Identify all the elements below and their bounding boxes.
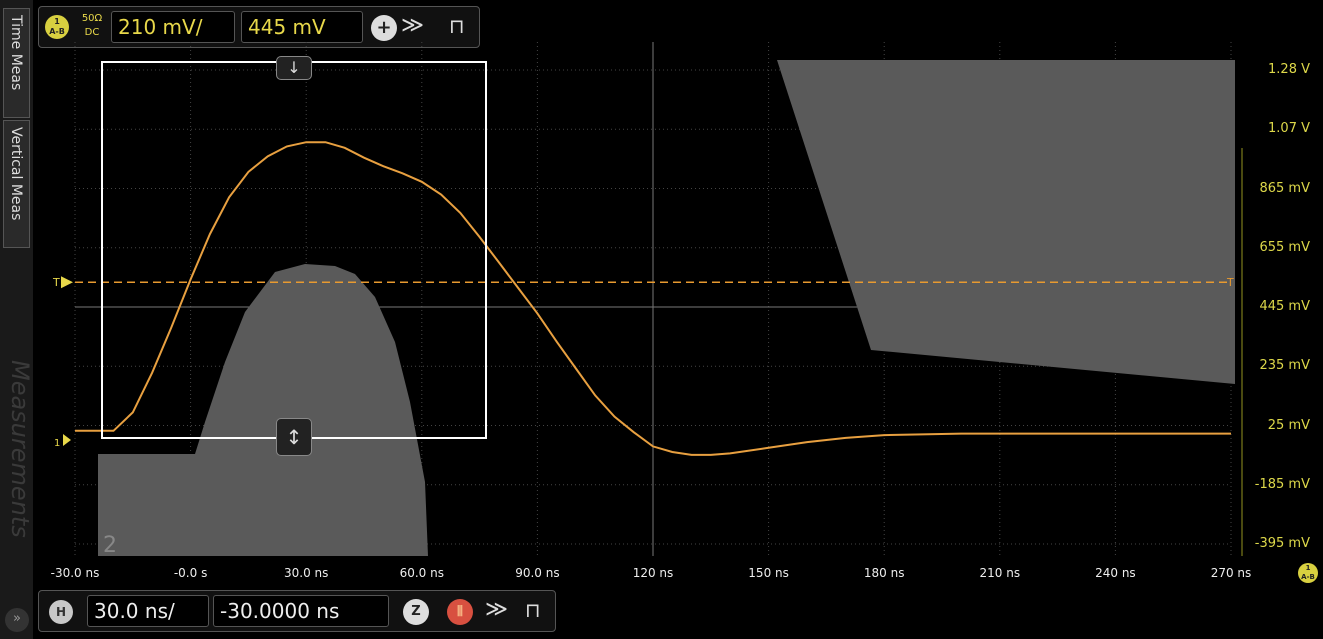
- zoom-box-top-handle-icon[interactable]: ↓: [276, 56, 312, 80]
- tab-vertical-meas-label: Vertical Meas: [8, 127, 24, 221]
- x-axis-label: 90.0 ns: [515, 566, 560, 580]
- horizontal-toolbar: H 30.0 ns/ -30.0000 ns Z ⦀ ≫ ⊓: [38, 590, 556, 632]
- y-axis-label: 235 mV: [1259, 358, 1310, 374]
- vertical-offset-field[interactable]: 445 mV: [241, 11, 363, 43]
- tab-vertical-meas[interactable]: Vertical Meas: [3, 120, 30, 248]
- region-label: 2: [103, 533, 117, 556]
- pin-icon[interactable]: ⊓: [525, 598, 541, 622]
- coupling-label: DC: [84, 27, 100, 38]
- more-icon[interactable]: ≫: [485, 597, 509, 622]
- ground-arrow-icon: [63, 434, 71, 446]
- channel-number: 1: [54, 17, 60, 26]
- tab-time-meas-label: Time Meas: [8, 15, 24, 91]
- vertical-scale-field[interactable]: 210 mV/: [111, 11, 235, 43]
- y-axis-label: -395 mV: [1254, 536, 1310, 551]
- trigger-arrow-icon: [61, 276, 73, 289]
- trigger-marker-left[interactable]: T: [52, 276, 60, 289]
- run-stop-icon[interactable]: ⦀: [447, 599, 473, 625]
- vertical-toolbar: 1 A-B 50Ω DC 210 mV/ 445 mV + ≫ ⊓: [38, 6, 480, 48]
- impedance-label: 50Ω: [81, 13, 103, 24]
- ground-marker[interactable]: 1: [54, 438, 60, 449]
- coupling-indicator[interactable]: 50Ω DC: [75, 12, 109, 40]
- x-axis-label: 60.0 ns: [399, 566, 444, 580]
- horizontal-scale-field[interactable]: 30.0 ns/: [87, 595, 209, 627]
- x-axis-label: 270 ns: [1210, 566, 1252, 580]
- x-axis-label: -30.0 ns: [50, 566, 100, 580]
- trigger-marker-right: T: [1226, 276, 1234, 289]
- x-axis-badge-source: A-B: [1301, 573, 1315, 581]
- channel-badge[interactable]: 1 A-B: [45, 15, 69, 39]
- x-axis-label: 120 ns: [632, 566, 674, 580]
- y-axis-label: 1.07 V: [1268, 121, 1310, 137]
- measurements-watermark: Measurements: [6, 360, 34, 538]
- waveform-plot[interactable]: 2 T T 1: [45, 42, 1243, 556]
- y-axis-label: 655 mV: [1259, 239, 1310, 255]
- add-icon[interactable]: +: [371, 15, 397, 41]
- mask-region-bottom: [98, 264, 428, 556]
- tab-time-meas[interactable]: Time Meas: [3, 8, 30, 118]
- y-axis-label: -185 mV: [1254, 476, 1310, 492]
- left-sidebar: Time Meas Vertical Meas Measurements »: [0, 0, 34, 639]
- x-axis-label: 210 ns: [979, 566, 1021, 580]
- y-axis-label: 25 mV: [1267, 417, 1310, 433]
- x-axis-label: 180 ns: [863, 566, 905, 580]
- waveform-trace: [75, 141, 1231, 456]
- x-axis-label: 240 ns: [1095, 566, 1136, 580]
- zoom-box-resize-handle-icon[interactable]: ↕: [276, 418, 312, 456]
- x-axis-label: 30.0 ns: [283, 566, 329, 580]
- x-axis-channel-badge[interactable]: 1 A-B: [1298, 563, 1318, 583]
- y-axis-label: 865 mV: [1259, 180, 1310, 196]
- pin-icon[interactable]: ⊓: [449, 14, 465, 38]
- more-icon[interactable]: ≫: [401, 13, 425, 38]
- y-axis-label: 1.28 V: [1268, 62, 1310, 77]
- zoom-icon[interactable]: Z: [403, 599, 429, 625]
- horizontal-position-field[interactable]: -30.0000 ns: [213, 595, 389, 627]
- x-axis-label: 150 ns: [748, 566, 789, 580]
- x-axis-label: -0.0 s: [173, 566, 208, 580]
- expand-sidebar-icon[interactable]: »: [5, 608, 29, 632]
- channel-source: A-B: [49, 27, 65, 36]
- horizontal-badge[interactable]: H: [49, 600, 73, 624]
- y-axis-label: 445 mV: [1259, 299, 1310, 314]
- mask-region-top-right: [777, 60, 1235, 384]
- level-bar: [1241, 148, 1243, 556]
- x-axis-badge-number: 1: [1305, 564, 1311, 572]
- mask-regions: [98, 60, 1235, 556]
